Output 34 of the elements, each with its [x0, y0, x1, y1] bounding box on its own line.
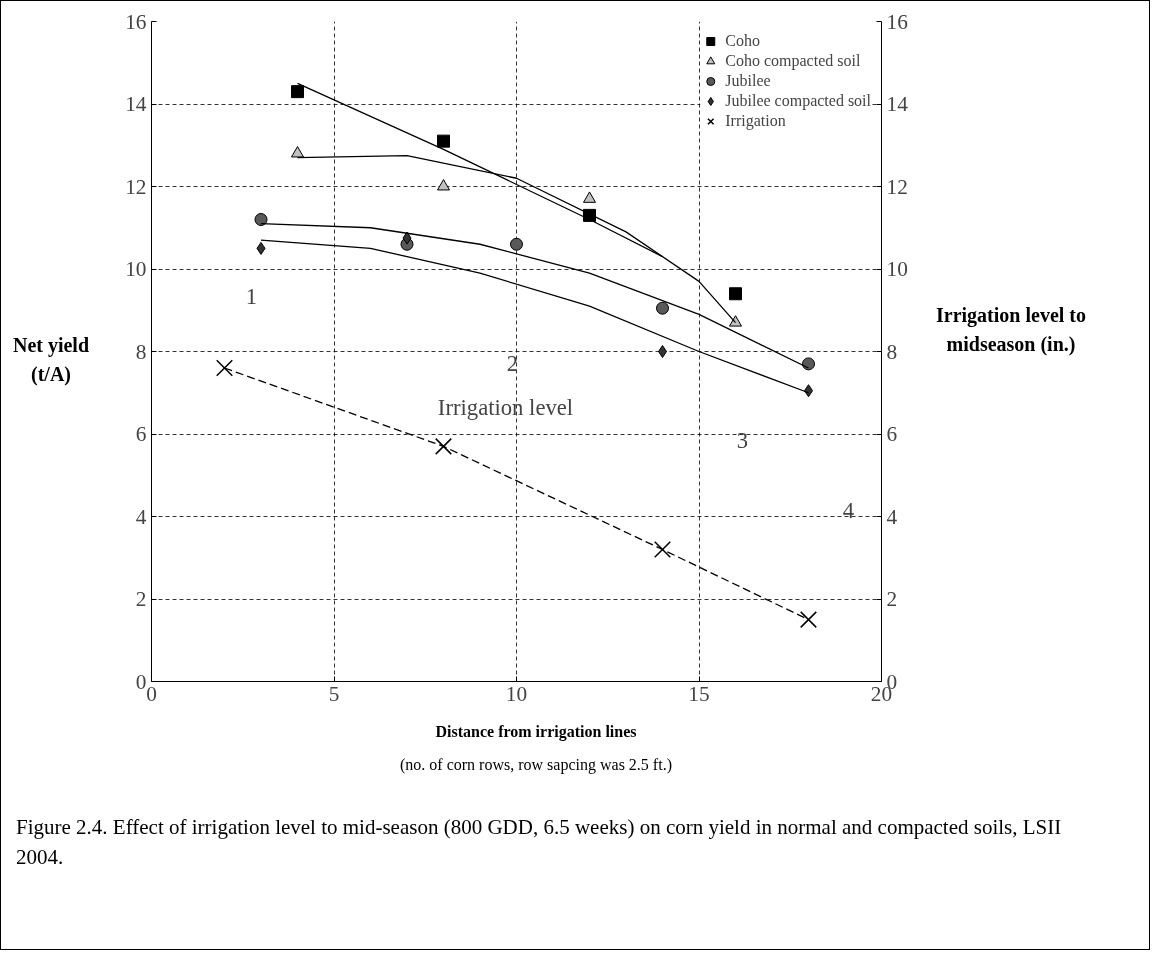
annotation: 4	[842, 498, 855, 523]
x-tick-label: 10	[505, 681, 528, 706]
y2-tick-label: 10	[886, 257, 908, 281]
x-tick-label: 15	[688, 681, 710, 706]
y-axis-title: Net yield (t/A)	[11, 333, 91, 388]
y2-tick-label: 16	[886, 9, 909, 34]
y-tick-label: 14	[125, 92, 147, 116]
y-tick-label: 2	[135, 587, 147, 611]
y2-tick-label: 8	[886, 339, 898, 364]
y2-tick-label: 12	[886, 174, 908, 199]
caption: Figure 2.4. Effect of irrigation level to mid-season (800 GDD, 6.5 weeks) on corn yield in normal and compacted soils, LSII 2004.	[16, 813, 1063, 871]
annotation: 2	[506, 351, 519, 376]
annotation: 3	[736, 428, 749, 453]
annotation: Irrigation level	[437, 395, 574, 420]
y2-tick-label: 2	[886, 587, 898, 611]
y-tick-label: 10	[125, 257, 147, 281]
legend-label: Coho compacted soil	[725, 52, 861, 70]
legend-label: Irrigation	[725, 112, 786, 130]
y-tick-label: 12	[125, 174, 147, 199]
text: (no. of corn rows, row sapcing was 2.5 ft.)	[400, 754, 672, 776]
y-tick-label: 6	[135, 422, 147, 446]
x-tick-label: 5	[328, 681, 340, 706]
legend-label: Jubilee compacted soil	[725, 92, 871, 110]
y-tick-label: 16	[125, 9, 147, 34]
y-tick-label: 8	[135, 339, 147, 364]
legend-label: Jubilee	[725, 72, 771, 90]
annotation: 1	[245, 284, 258, 309]
y-tick-label: 4	[135, 504, 147, 529]
y2-tick-label: 14	[886, 92, 909, 116]
y2-tick-label: 6	[886, 422, 898, 446]
y2-axis-title: Irrigation level to midseason (in.)	[936, 303, 1086, 358]
x-axis-title: Distance from irrigation lines	[435, 722, 637, 743]
legend-label: Coho	[725, 32, 760, 50]
y2-tick-label: 4	[886, 504, 898, 529]
